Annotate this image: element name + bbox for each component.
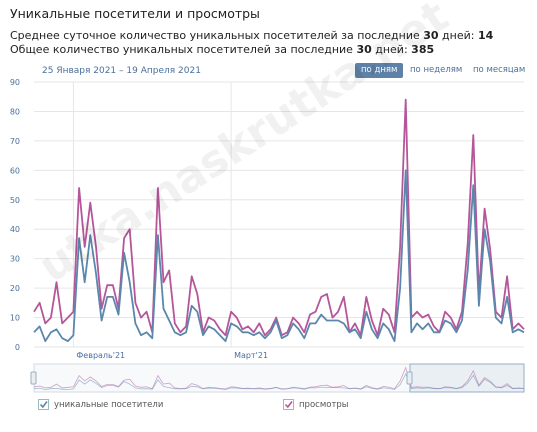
y-tick-label: 70 — [10, 137, 20, 146]
y-tick-label: 20 — [10, 284, 20, 293]
avg-daily-visitors-stat: Среднее суточное количество уникальных п… — [10, 29, 493, 42]
navigator-selection — [409, 363, 525, 393]
x-tick-label: Февраль'21 — [76, 351, 125, 360]
visitors-checkbox-icon[interactable] — [38, 399, 49, 410]
series-line-visitors — [33, 169, 525, 343]
legend-views-label: просмотры — [299, 400, 349, 410]
y-tick-label: 50 — [10, 196, 20, 205]
y-tick-label: 80 — [10, 107, 20, 116]
views-checkbox-icon[interactable] — [283, 399, 294, 410]
navigator-left-handle — [30, 371, 37, 385]
total-value: 385 — [411, 43, 435, 56]
y-tick-label: 40 — [10, 225, 20, 234]
y-tick-label: 0 — [15, 343, 20, 352]
navigator-line-visitors — [33, 373, 525, 390]
total-visitors-stat: Общее количество уникальных посетителей … — [10, 43, 434, 56]
y-tick-label: 30 — [10, 255, 20, 264]
by-days-button[interactable]: по дням — [355, 63, 404, 78]
by-weeks-button[interactable]: по неделям — [410, 65, 463, 75]
navigator-right-handle — [406, 371, 413, 385]
y-tick-label: 60 — [10, 166, 20, 175]
total-label: Общее количество уникальных посетителей … — [10, 43, 357, 56]
avg-mid: дней: — [438, 29, 478, 42]
legend-visitors-label: уникальные посетители — [54, 400, 164, 410]
total-mid: дней: — [371, 43, 412, 56]
y-tick-label: 10 — [10, 314, 20, 323]
avg-value: 14 — [477, 29, 494, 42]
avg-days: 30 — [423, 29, 439, 42]
page-title: Уникальные посетители и просмотры — [10, 6, 260, 21]
date-range: 25 Января 2021 – 19 Апреля 2021 — [42, 66, 201, 76]
x-tick-label: Март'21 — [234, 351, 268, 360]
total-days: 30 — [356, 43, 372, 56]
series-line-views — [33, 98, 525, 337]
avg-label: Среднее суточное количество уникальных п… — [10, 29, 424, 42]
y-tick-label: 90 — [10, 78, 20, 87]
by-months-button[interactable]: по месяцам — [473, 65, 526, 75]
